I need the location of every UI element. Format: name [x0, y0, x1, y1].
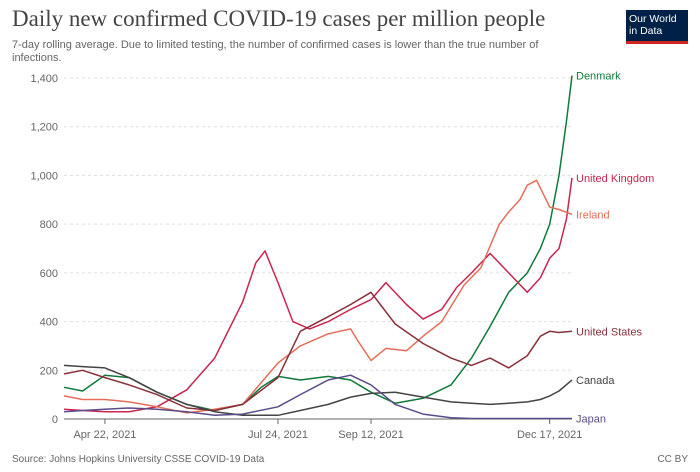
chart-subtitle: 7-day rolling average. Due to limited te…: [12, 39, 539, 64]
series-label-ireland: Ireland: [576, 209, 610, 221]
x-tick-label: Apr 22, 2021: [73, 429, 136, 441]
owid-logo[interactable]: Our World in Data: [626, 10, 688, 44]
series-label-united-kingdom: United Kingdom: [576, 173, 654, 185]
series-label-canada: Canada: [576, 375, 615, 387]
source-note[interactable]: Source: Johns Hopkins University CSSE CO…: [12, 454, 265, 465]
chart-title: Daily new confirmed COVID-19 cases per m…: [12, 6, 546, 31]
y-tick-label: 1,000: [30, 170, 58, 182]
x-tick-label: Dec 17, 2021: [517, 429, 582, 441]
x-axis-ticks: Apr 22, 2021 Jul 24, 2021 Sep 12, 2021 Dec …: [73, 419, 582, 441]
y-axis-ticks: 0 200 400 600 800 1,000 1,200 1,400: [30, 73, 58, 426]
y-tick-label: 600: [40, 268, 58, 280]
y-tick-label: 0: [52, 414, 58, 426]
logo-line-1: Our World: [629, 13, 677, 25]
y-tick-label: 800: [40, 219, 58, 231]
series-label-japan: Japan: [576, 414, 606, 426]
y-tick-label: 200: [40, 365, 58, 377]
series-lines: [63, 75, 573, 420]
series-line-japan[interactable]: [63, 374, 572, 420]
series-line-united-kingdom[interactable]: [63, 177, 573, 413]
y-tick-label: 1,400: [30, 73, 58, 85]
series-label-denmark: Denmark: [576, 71, 621, 83]
logo-line-2: in Data: [629, 25, 663, 37]
y-tick-label: 1,200: [30, 122, 58, 134]
x-tick-label: Sep 12, 2021: [338, 429, 403, 441]
series-line-united-states[interactable]: [63, 291, 573, 412]
series-label-united-states: United States: [576, 326, 643, 338]
y-tick-label: 400: [40, 317, 58, 329]
series-labels: Denmark United Kingdom Ireland United State…: [576, 71, 654, 426]
license-link[interactable]: CC BY: [657, 454, 688, 465]
grid-lines: [64, 77, 572, 420]
x-tick-label: Jul 24, 2021: [248, 429, 308, 441]
series-line-canada[interactable]: [63, 364, 573, 417]
